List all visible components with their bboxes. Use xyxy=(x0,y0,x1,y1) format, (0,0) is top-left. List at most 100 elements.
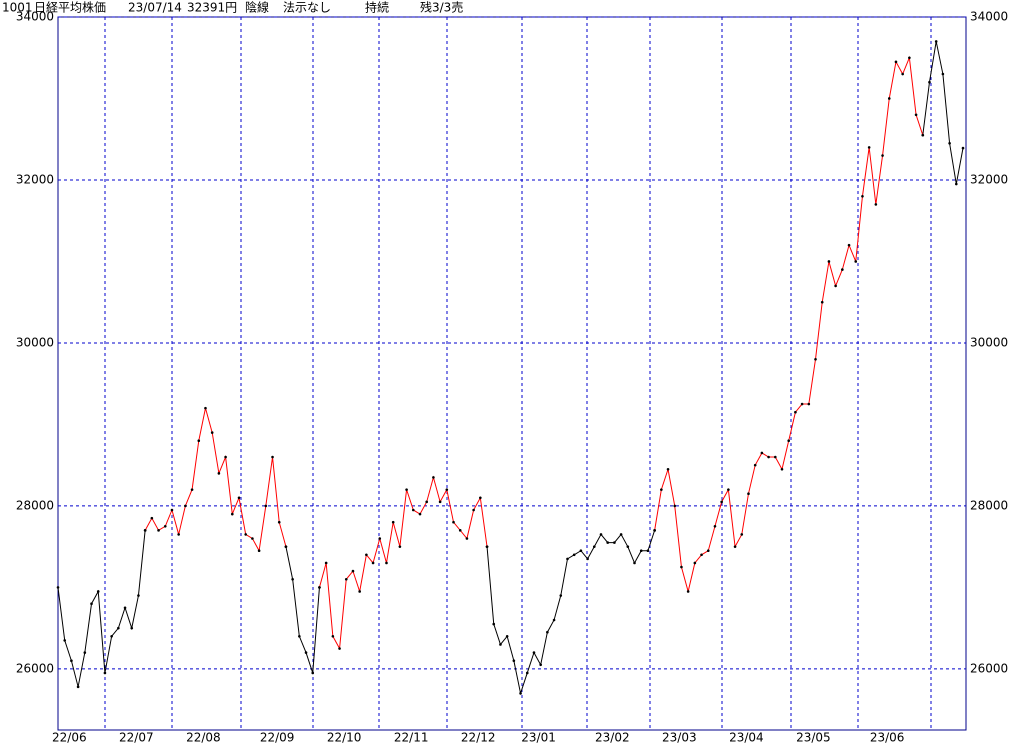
price-dot xyxy=(921,133,925,137)
price-dot xyxy=(398,545,402,548)
price-dot xyxy=(566,557,569,561)
price-dot xyxy=(237,496,241,500)
price-dot xyxy=(123,606,127,610)
price-dot xyxy=(411,508,415,512)
x-tick-label: 22/11 xyxy=(394,731,429,745)
price-dot xyxy=(217,472,221,475)
price-dot xyxy=(693,561,697,565)
price-dot xyxy=(747,492,750,495)
price-dot xyxy=(834,284,837,288)
price-dot xyxy=(559,594,563,597)
price-dot xyxy=(331,634,335,638)
x-tick-label: 22/09 xyxy=(260,731,295,745)
price-dot xyxy=(479,496,482,500)
price-dot xyxy=(110,634,113,638)
price-dot xyxy=(854,260,858,263)
price-dot xyxy=(425,500,429,504)
price-dot xyxy=(532,651,536,654)
x-tick-label: 23/01 xyxy=(521,731,556,745)
x-tick-label: 22/08 xyxy=(186,731,221,745)
price-dot xyxy=(948,142,951,145)
price-dot xyxy=(298,634,301,638)
price-dot xyxy=(137,594,140,597)
price-dot xyxy=(633,561,636,565)
price-dot xyxy=(914,113,918,117)
price-dot xyxy=(63,639,67,642)
x-tick-label: 23/06 xyxy=(870,731,905,745)
price-dot xyxy=(727,488,730,491)
price-dot xyxy=(841,268,844,271)
price-dot xyxy=(385,561,388,565)
price-dot xyxy=(787,439,791,443)
y2-tick-label: 30000 xyxy=(970,335,1008,349)
price-dot xyxy=(928,80,931,84)
price-dot xyxy=(733,545,737,548)
status: 持続 xyxy=(365,0,389,15)
price-dot xyxy=(881,154,884,157)
price-dot xyxy=(391,520,395,524)
price-dot xyxy=(351,569,355,573)
price-dot xyxy=(365,553,368,557)
price-dot xyxy=(592,545,596,548)
price-dot xyxy=(304,651,308,654)
y-tick-label: 28000 xyxy=(16,498,54,512)
price-dot xyxy=(291,577,294,581)
price-dot xyxy=(244,533,248,536)
price-line xyxy=(922,41,964,185)
price-dot xyxy=(767,455,770,459)
price-dot xyxy=(861,194,864,198)
price-dot xyxy=(626,545,630,548)
y2-tick-label: 32000 xyxy=(970,172,1008,186)
price-dot xyxy=(740,533,744,536)
price-dot xyxy=(827,260,831,263)
price-dot xyxy=(177,533,180,536)
price-line xyxy=(57,530,146,687)
price-line xyxy=(318,475,488,651)
x-tick-label: 22/10 xyxy=(327,731,362,745)
price-dot xyxy=(324,561,328,565)
price-dot xyxy=(820,300,824,304)
price-dot xyxy=(720,500,723,504)
price-dot xyxy=(760,451,764,455)
price-dot xyxy=(673,504,677,508)
header: 1001 日経平均株価 23/07/14 32391円 陰線 法示なし 持続 残… xyxy=(2,0,463,15)
price-dot xyxy=(579,549,583,553)
y-tick-label: 32000 xyxy=(16,172,54,186)
price-dot xyxy=(666,467,670,471)
x-tick-label: 23/04 xyxy=(729,731,764,745)
price-dot xyxy=(814,357,817,361)
price-dot xyxy=(934,40,938,43)
price-dot xyxy=(908,56,911,60)
x-tick-label: 22/06 xyxy=(52,731,87,745)
price-dot xyxy=(800,402,804,406)
price-dot xyxy=(599,533,603,536)
price-dot xyxy=(680,565,683,569)
price-dot xyxy=(847,243,851,247)
price-dot xyxy=(572,553,576,557)
price-dot xyxy=(499,643,502,646)
price-dot xyxy=(794,410,797,414)
y-tick-label: 30000 xyxy=(16,335,54,349)
price-dot xyxy=(432,476,435,479)
price-dot xyxy=(163,524,167,528)
price-dot xyxy=(686,590,690,593)
price-dot xyxy=(204,406,207,410)
price-dot xyxy=(653,529,656,532)
price-dot xyxy=(338,647,341,650)
price-dot xyxy=(311,671,315,675)
price-dot xyxy=(76,685,80,689)
price-dot xyxy=(961,146,965,150)
price-dot xyxy=(539,663,542,667)
price-dot xyxy=(660,488,663,491)
y2-tick-label: 26000 xyxy=(970,661,1008,675)
price-dot xyxy=(458,529,462,532)
signal: 法示なし xyxy=(283,1,331,15)
price-dot xyxy=(472,508,475,512)
price-dot xyxy=(190,488,194,491)
price-dot xyxy=(606,541,610,544)
price-dot xyxy=(525,671,529,675)
price-dot xyxy=(887,97,891,100)
price-dot xyxy=(230,512,234,516)
price-dot xyxy=(277,520,281,524)
price-dot xyxy=(713,524,717,528)
